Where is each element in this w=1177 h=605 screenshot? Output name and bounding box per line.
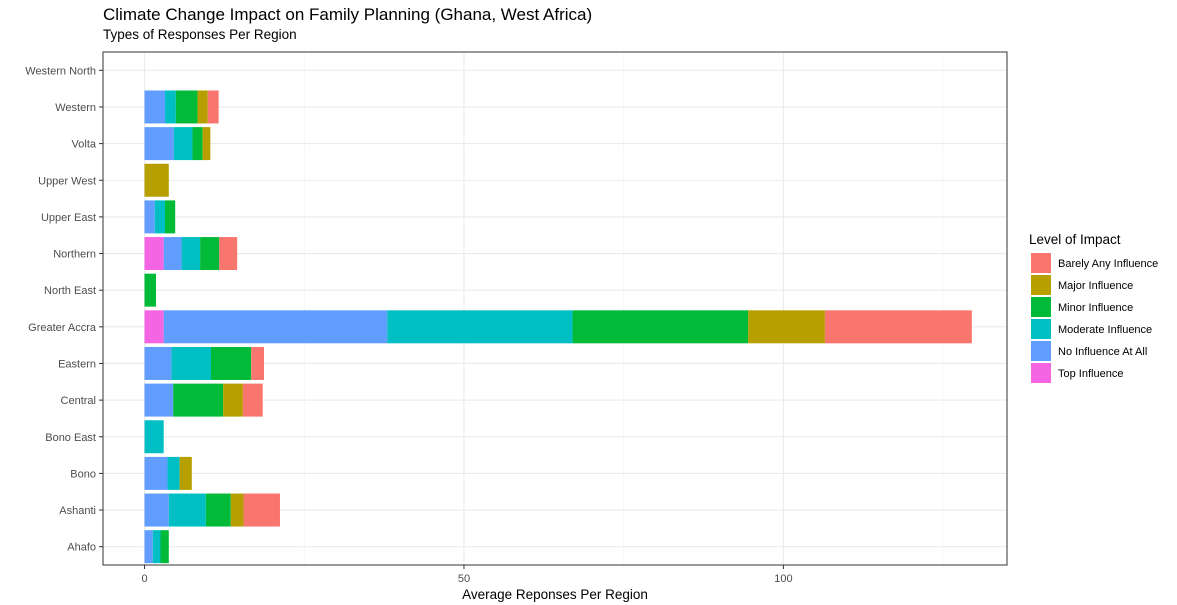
plot-panel <box>103 52 1007 565</box>
bar-upper-west-major-influence <box>144 163 169 197</box>
bar-ashanti-moderate-influence <box>168 493 206 527</box>
bar-eastern-moderate-influence <box>171 346 211 380</box>
bar-western-no-influence-at-all <box>144 90 165 124</box>
legend-label: No Influence At All <box>1058 346 1147 358</box>
bar-upper-east-minor-influence <box>164 200 176 234</box>
legend-swatch-top-influence <box>1031 363 1051 383</box>
bar-greater-accra-top-influence <box>144 310 164 344</box>
bar-volta-moderate-influence <box>173 127 193 161</box>
bar-greater-accra-major-influence <box>748 310 825 344</box>
bar-eastern-no-influence-at-all <box>144 346 172 380</box>
bar-greater-accra-no-influence-at-all <box>163 310 388 344</box>
y-tick-label: Western <box>55 102 96 114</box>
plot-panel-border <box>102 51 1008 566</box>
legend-swatch-minor-influence <box>1031 297 1051 317</box>
legend: Level of Impact Barely Any Influence Majo… <box>1029 232 1158 383</box>
y-tick-label: Northern <box>53 249 96 261</box>
x-axis-title: Average Reponses Per Region <box>462 587 648 602</box>
y-axis: Ahafo Ashanti Bono Bono East Central Eastern G… <box>25 65 103 554</box>
bar-ashanti-no-influence-at-all <box>144 493 169 527</box>
bar-northern-moderate-influence <box>181 237 201 271</box>
y-tick-label: Bono <box>70 468 96 480</box>
bar-volta-no-influence-at-all <box>144 127 174 161</box>
y-tick-label: Upper East <box>41 212 96 224</box>
y-tick-label: Central <box>61 395 96 407</box>
legend-title: Level of Impact <box>1029 232 1121 247</box>
bar-bono-no-influence-at-all <box>144 456 168 490</box>
y-tick-label: Western North <box>25 65 96 77</box>
bar-northern-barely-any-influence <box>219 237 238 271</box>
chart-subtitle: Types of Responses Per Region <box>103 27 297 42</box>
legend-label: Barely Any Influence <box>1058 258 1158 270</box>
bar-volta-minor-influence <box>192 127 203 161</box>
y-tick-label: Ashanti <box>59 505 96 517</box>
bar-ashanti-major-influence <box>230 493 244 527</box>
legend-label: Minor Influence <box>1058 302 1133 314</box>
x-tick-label: 100 <box>774 573 792 585</box>
bar-northern-minor-influence <box>200 237 220 271</box>
bar-upper-east-no-influence-at-all <box>144 200 155 234</box>
bar-eastern-barely-any-influence <box>251 346 264 380</box>
bar-ashanti-barely-any-influence <box>243 493 280 527</box>
bar-bono-east-moderate-influence <box>144 420 164 454</box>
x-axis: 0 50 100 <box>141 565 793 585</box>
bar-western-minor-influence <box>175 90 198 124</box>
x-tick-label: 0 <box>141 573 147 585</box>
bar-western-major-influence <box>197 90 208 124</box>
bar-northern-top-influence <box>144 237 164 271</box>
bar-ahafo-moderate-influence <box>152 530 161 564</box>
bar-eastern-minor-influence <box>210 346 252 380</box>
y-tick-label: Ahafo <box>67 542 96 554</box>
y-tick-label: North East <box>44 285 96 297</box>
legend-swatch-no-influence-at-all <box>1031 341 1051 361</box>
bar-upper-east-moderate-influence <box>154 200 165 234</box>
legend-label: Top Influence <box>1058 368 1123 380</box>
bar-greater-accra-barely-any-influence <box>824 310 972 344</box>
bar-northern-no-influence-at-all <box>163 237 182 271</box>
bar-central-barely-any-influence <box>242 383 263 417</box>
bar-central-major-influence <box>223 383 243 417</box>
bar-bono-moderate-influence <box>167 456 180 490</box>
y-tick-label: Greater Accra <box>28 322 97 334</box>
bar-central-no-influence-at-all <box>144 383 174 417</box>
legend-label: Major Influence <box>1058 280 1133 292</box>
y-tick-label: Eastern <box>58 358 96 370</box>
bar-central-minor-influence <box>173 383 224 417</box>
y-tick-label: Volta <box>72 139 97 151</box>
bars <box>144 90 972 564</box>
bar-western-moderate-influence <box>164 90 176 124</box>
bar-ahafo-no-influence-at-all <box>144 530 153 564</box>
bar-north-east-minor-influence <box>144 273 157 307</box>
y-tick-label: Bono East <box>45 432 96 444</box>
legend-swatch-moderate-influence <box>1031 319 1051 339</box>
legend-swatch-barely-any-influence <box>1031 253 1051 273</box>
legend-label: Moderate Influence <box>1058 324 1152 336</box>
bar-western-barely-any-influence <box>207 90 219 124</box>
bar-greater-accra-minor-influence <box>572 310 749 344</box>
chart-title: Climate Change Impact on Family Planning… <box>103 5 592 24</box>
bar-ahafo-minor-influence <box>160 530 169 564</box>
bar-bono-major-influence <box>179 456 192 490</box>
legend-swatch-major-influence <box>1031 275 1051 295</box>
y-tick-label: Upper West <box>38 175 96 187</box>
bar-greater-accra-moderate-influence <box>387 310 573 344</box>
bar-ashanti-minor-influence <box>205 493 231 527</box>
x-tick-label: 50 <box>458 573 470 585</box>
bar-volta-major-influence <box>202 127 211 161</box>
